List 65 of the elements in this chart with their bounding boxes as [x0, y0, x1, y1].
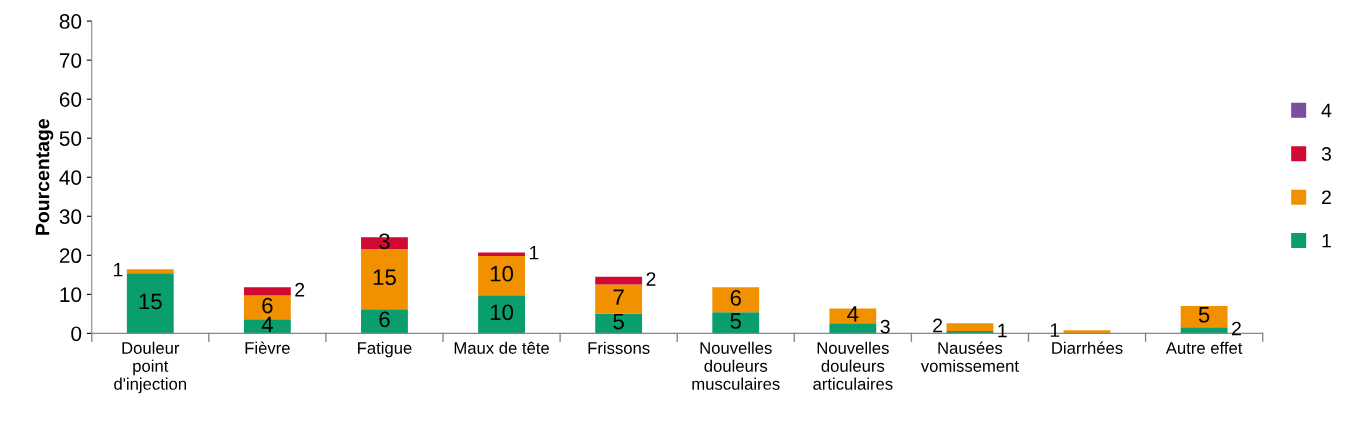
data-label: 6 — [379, 311, 390, 328]
data-label: 2 — [1232, 321, 1241, 336]
bar — [829, 323, 877, 334]
legend-label: 4 — [1321, 103, 1332, 118]
data-label: 2 — [933, 318, 943, 333]
legend-label: 1 — [1322, 234, 1331, 248]
data-label: 5 — [730, 313, 741, 329]
x-tick-label: Nouvelles douleurs articulaires — [813, 341, 893, 390]
y-tick-label: 70 — [59, 53, 82, 68]
data-label: 1 — [998, 323, 1007, 338]
data-label: 2 — [295, 282, 305, 297]
data-label: 1 — [529, 245, 539, 260]
bar — [946, 323, 994, 332]
x-tick-label: Maux de tête — [454, 341, 549, 354]
x-tick-label: Fièvre — [245, 341, 290, 354]
y-tick-label: 10 — [60, 287, 82, 303]
bar — [712, 312, 760, 334]
x-tick-label: Nausées vomissement — [920, 341, 1019, 372]
data-label: 5 — [613, 313, 624, 330]
bar — [126, 273, 174, 334]
data-label: 3 — [880, 319, 890, 334]
bar — [712, 287, 760, 313]
y-tick-label: 40 — [59, 170, 82, 185]
data-label: 7 — [613, 289, 624, 305]
bar — [1180, 327, 1228, 334]
data-label: 4 — [261, 316, 273, 333]
y-tick-label: 30 — [59, 209, 82, 225]
legend-label: 3 — [1321, 146, 1331, 161]
data-label: 5 — [1198, 307, 1210, 323]
y-axis-title: Pourcentage — [35, 119, 54, 235]
y-tick-label: 80 — [59, 14, 82, 29]
bar — [595, 276, 643, 285]
data-label: 10 — [490, 304, 514, 321]
y-tick-label: 60 — [59, 92, 82, 107]
x-tick-label: Diarrhées — [1052, 341, 1123, 354]
bar — [361, 249, 408, 310]
bar — [243, 287, 291, 296]
data-label: 1 — [1050, 323, 1060, 337]
x-tick-label: Nouvelles douleurs musculaires — [692, 341, 780, 390]
bar — [829, 308, 877, 324]
bar — [595, 284, 643, 314]
y-tick-label: 20 — [59, 248, 82, 264]
data-label: 6 — [262, 297, 273, 314]
y-tick-label: 0 — [71, 326, 82, 342]
data-label: 1 — [114, 262, 123, 277]
x-tick-label: Douleur point d'injection — [114, 341, 186, 394]
x-tick-label: Frissons — [588, 341, 650, 354]
data-label: 15 — [373, 269, 396, 286]
bar — [595, 313, 643, 334]
x-tick-label: Autre effet — [1165, 341, 1243, 354]
y-tick-label: 50 — [59, 131, 82, 146]
x-tick-label: Fatigue — [358, 341, 412, 358]
bar — [478, 295, 525, 334]
bar — [1063, 330, 1111, 334]
bar — [126, 269, 174, 274]
data-label: 2 — [646, 272, 656, 286]
data-label: 10 — [490, 265, 514, 282]
bar — [478, 256, 525, 296]
data-label: 3 — [379, 233, 390, 250]
data-label: 6 — [730, 290, 741, 306]
legend-label: 2 — [1322, 190, 1331, 204]
data-label: 15 — [139, 293, 162, 310]
bar — [361, 309, 408, 334]
data-label: 4 — [847, 306, 859, 322]
bar — [1180, 306, 1228, 328]
